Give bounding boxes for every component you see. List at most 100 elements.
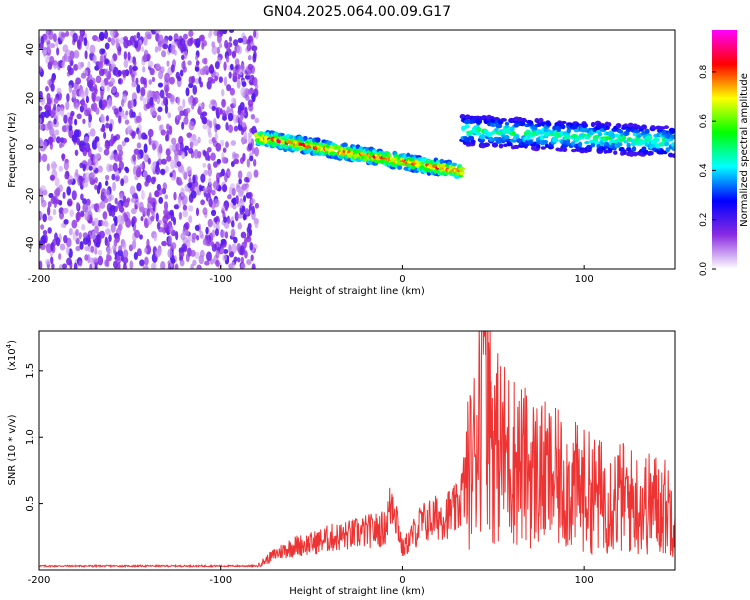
heatmap-cell-334 (45, 56, 50, 64)
heatmap-cell-1159 (210, 152, 216, 161)
heatmap-cell-1174 (110, 30, 116, 38)
heatmap-cell-1473 (68, 55, 72, 63)
heatmap-cell-424 (188, 82, 194, 89)
heatmap-cell-483 (248, 203, 252, 211)
heatmap-cell-894 (130, 197, 137, 203)
heatmap-cell-1275 (50, 242, 54, 252)
heatmap-cell-1344 (53, 103, 57, 111)
heatmap-cell-927 (55, 187, 61, 197)
heatmap-cell-258 (66, 257, 72, 266)
heatmap-cell-895 (107, 37, 112, 43)
heatmap-cell-1048 (202, 207, 208, 216)
heatmap-cell-747 (203, 169, 209, 176)
heatmap-cell-183 (68, 128, 74, 139)
heatmap-cell-1217 (148, 90, 154, 97)
heatmap-cell-1317 (88, 113, 93, 123)
heatmap-cell-1069 (98, 98, 103, 109)
heatmap-y-ticks: -40 -20 0 20 40 (25, 43, 43, 253)
heatmap-cell-1035 (243, 131, 248, 140)
heatmap-cell-1404 (144, 256, 149, 266)
heatmap-cell-1002 (149, 97, 154, 106)
heatmap-cell-2142 (509, 126, 515, 132)
heatmap-cell-879 (227, 170, 231, 177)
heatmap-cell-1084 (213, 216, 219, 223)
heatmap-cell-1478 (74, 149, 79, 156)
heatmap-cell-2441 (632, 151, 638, 157)
heatmap-cell-682 (161, 240, 168, 247)
heatmap-cell-1177 (99, 230, 105, 239)
heatmap-cell-461 (225, 141, 229, 148)
heatmap-cell-627 (108, 234, 112, 242)
heatmap-cell-788 (235, 64, 239, 70)
heatmap-x-ticks: -200 -100 0 100 (28, 265, 594, 285)
heatmap-cell-1466 (131, 73, 135, 82)
heatmap-cell-430 (216, 221, 220, 230)
heatmap-cell-1430 (156, 183, 162, 191)
heatmap-cell-489 (188, 30, 194, 37)
heatmap-cell-944 (187, 96, 193, 104)
heatmap-cell-191 (183, 116, 189, 125)
heatmap-cell-1027 (202, 66, 206, 76)
heatmap-cell-589 (65, 101, 70, 111)
heatmap-cell-1283 (53, 118, 57, 125)
heatmap-cell-1021 (159, 89, 165, 99)
heatmap-cell-1311 (58, 253, 62, 260)
heatmap-cell-1262 (117, 78, 122, 85)
heatmap-cell-2041 (467, 135, 475, 142)
heatmap-cell-1376 (220, 229, 226, 238)
heatmap-cell-1244 (143, 134, 148, 140)
heatmap-cell-1003 (168, 224, 174, 234)
heatmap-cell-1066 (181, 54, 185, 61)
heatmap-cell-1417 (98, 61, 104, 70)
heatmap-cell-24 (166, 60, 170, 67)
heatmap-cell-727 (179, 259, 185, 267)
heatmap-cell-1095 (110, 133, 114, 144)
heatmap-cell-2212 (538, 117, 544, 123)
heatmap-cell-505 (117, 144, 123, 152)
heatmap-cell-1362 (114, 197, 118, 205)
heatmap-cell-746 (52, 59, 58, 70)
heatmap-cell-782 (106, 84, 110, 92)
heatmap-cell-1293 (131, 131, 136, 139)
heatmap-cell-1113 (60, 107, 65, 117)
heatmap-cell-1299 (104, 188, 110, 198)
heatmap-cell-1498 (45, 258, 51, 265)
heatmap-cell-1185 (223, 61, 227, 71)
heatmap-cell-1493 (168, 76, 175, 85)
x-tick-label-2: 0 (399, 274, 405, 285)
y-tick-label-2: 1.5 (25, 363, 36, 379)
heatmap-cell-1565 (280, 132, 285, 137)
heatmap-cell-1214 (62, 263, 68, 269)
heatmap-cell-1250 (154, 249, 161, 258)
heatmap-cell-852 (122, 175, 129, 184)
heatmap-cell-1290 (251, 92, 256, 103)
heatmap-cell-705 (181, 151, 186, 160)
heatmap-cell-1105 (90, 245, 95, 253)
heatmap-cell-2431 (627, 122, 634, 129)
heatmap-cell-1403 (41, 153, 48, 163)
heatmap-cell-232 (237, 73, 241, 80)
heatmap-cell-1310 (134, 204, 138, 210)
heatmap-cell-1070 (203, 57, 208, 65)
heatmap-cell-1330 (42, 213, 47, 223)
heatmap-cell-1267 (241, 205, 246, 213)
heatmap-cell-846 (184, 112, 189, 119)
heatmap-cell-1395 (226, 84, 232, 92)
heatmap-cell-768 (146, 238, 150, 249)
heatmap-cell-2538 (671, 153, 675, 159)
heatmap-cell-124 (250, 113, 256, 120)
heatmap-cell-1832 (386, 153, 391, 158)
heatmap-cell-2301 (575, 122, 580, 127)
heatmap-cell-938 (177, 180, 183, 186)
snr-scale-note: (x104) (5, 340, 18, 371)
heatmap-cell-1284 (110, 208, 116, 217)
heatmap-cell-2330 (586, 147, 592, 153)
heatmap-cell-411 (192, 84, 198, 95)
heatmap-cell-643 (200, 173, 206, 183)
heatmap-cell-1372 (150, 262, 156, 269)
heatmap-cell-2416 (622, 135, 627, 140)
heatmap-cell-344 (62, 191, 66, 199)
heatmap-cell-1394 (83, 37, 88, 47)
heatmap-cell-886 (228, 244, 232, 253)
